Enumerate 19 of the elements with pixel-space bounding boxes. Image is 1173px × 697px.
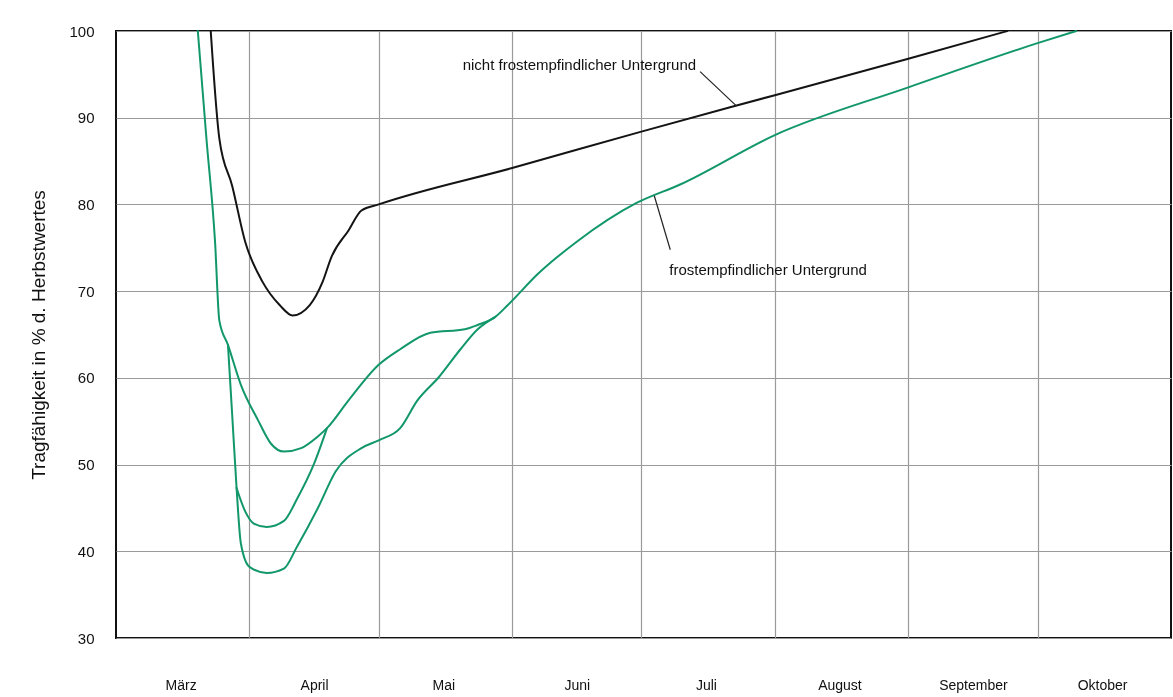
y-tick-label: 100 [69,22,95,40]
x-tick-label: September [939,676,1008,693]
x-tick-label: Juni [564,676,591,693]
y-tick-label: 60 [77,369,95,387]
y-tick-label: 30 [77,629,95,647]
y-tick-label: 70 [77,282,95,300]
annotation: nicht frostempfindlicher Untergrund [462,55,697,73]
annotation: frostempfindlicher Untergrund [669,260,867,278]
y-tick-label: 40 [77,542,95,560]
y-tick-label: 90 [77,109,95,127]
y-tick-label: 50 [77,456,95,474]
x-tick-label: August [818,676,862,693]
y-tick-label: 80 [77,195,95,213]
x-tick-label: März [165,676,197,693]
x-tick-label: Mai [432,676,456,693]
y-axis-title: Tragfähigkeit in % d. Herbstwertes [28,190,50,480]
x-tick-label: April [300,676,329,693]
x-tick-label: Oktober [1077,676,1128,693]
x-tick-label: Juli [695,676,717,693]
